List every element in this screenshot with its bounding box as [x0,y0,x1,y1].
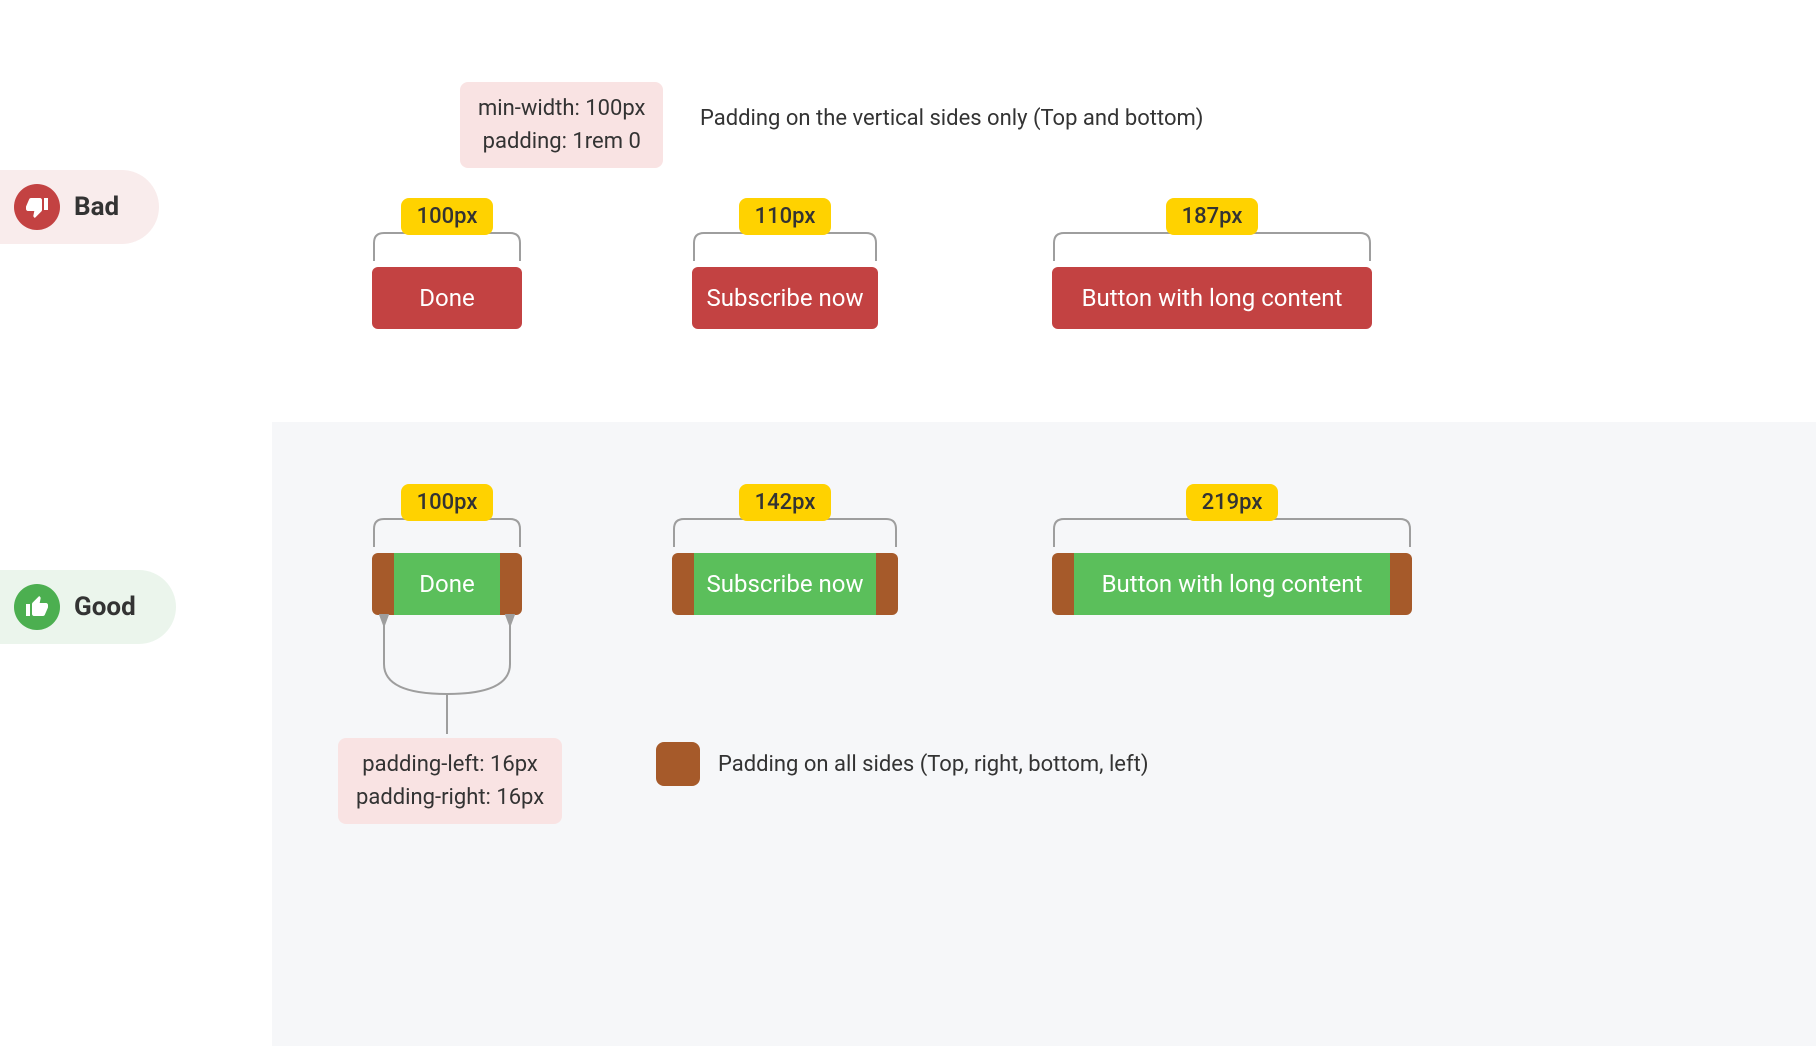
good-example-3: 219px Button with long content [1052,484,1412,615]
button-content: Done [394,553,500,615]
section-bad: min-width: 100px padding: 1rem 0 Padding… [272,0,1816,422]
button-content: Button with long content [1074,553,1390,615]
padding-swatch-left [372,553,394,615]
bad-example-1: 100px Done [372,198,522,329]
arrows-icon [372,614,542,744]
legend-swatch-icon [656,742,700,786]
example-button-good: Subscribe now [672,553,898,615]
tag-good-label: Good [74,592,136,622]
sidebar: Bad Good [0,0,272,1046]
code-chip-bad: min-width: 100px padding: 1rem 0 [460,82,663,168]
width-label: 219px [1186,484,1279,521]
example-button-bad: Subscribe now [692,267,878,329]
width-label: 187px [1166,198,1259,235]
bad-description: Padding on the vertical sides only (Top … [700,106,1203,131]
padding-swatch-left [672,553,694,615]
legend-good: Padding on all sides (Top, right, bottom… [656,742,1148,786]
padding-swatch-right [876,553,898,615]
good-example-2: 142px Subscribe now [672,484,898,615]
thumbs-down-icon [14,184,60,230]
tag-good: Good [0,570,176,644]
example-button-good: Button with long content [1052,553,1412,615]
main: min-width: 100px padding: 1rem 0 Padding… [272,0,1816,1046]
bad-example-3: 187px Button with long content [1052,198,1372,329]
section-good: 100px Done 142px Subscribe now [272,422,1816,1046]
button-content: Subscribe now [694,553,876,615]
good-example-1: 100px Done [372,484,522,615]
good-description: Padding on all sides (Top, right, bottom… [718,752,1148,777]
padding-swatch-right [1390,553,1412,615]
tag-bad-label: Bad [74,192,119,222]
example-button-bad: Done [372,267,522,329]
bad-example-2: 110px Subscribe now [692,198,878,329]
width-label: 100px [401,484,494,521]
width-label: 142px [739,484,832,521]
tag-bad: Bad [0,170,159,244]
example-button-good: Done [372,553,522,615]
padding-swatch-right [500,553,522,615]
width-label: 100px [401,198,494,235]
example-button-bad: Button with long content [1052,267,1372,329]
code-chip-good: padding-left: 16px padding-right: 16px [338,738,562,824]
padding-swatch-left [1052,553,1074,615]
thumbs-up-icon [14,584,60,630]
width-label: 110px [739,198,832,235]
